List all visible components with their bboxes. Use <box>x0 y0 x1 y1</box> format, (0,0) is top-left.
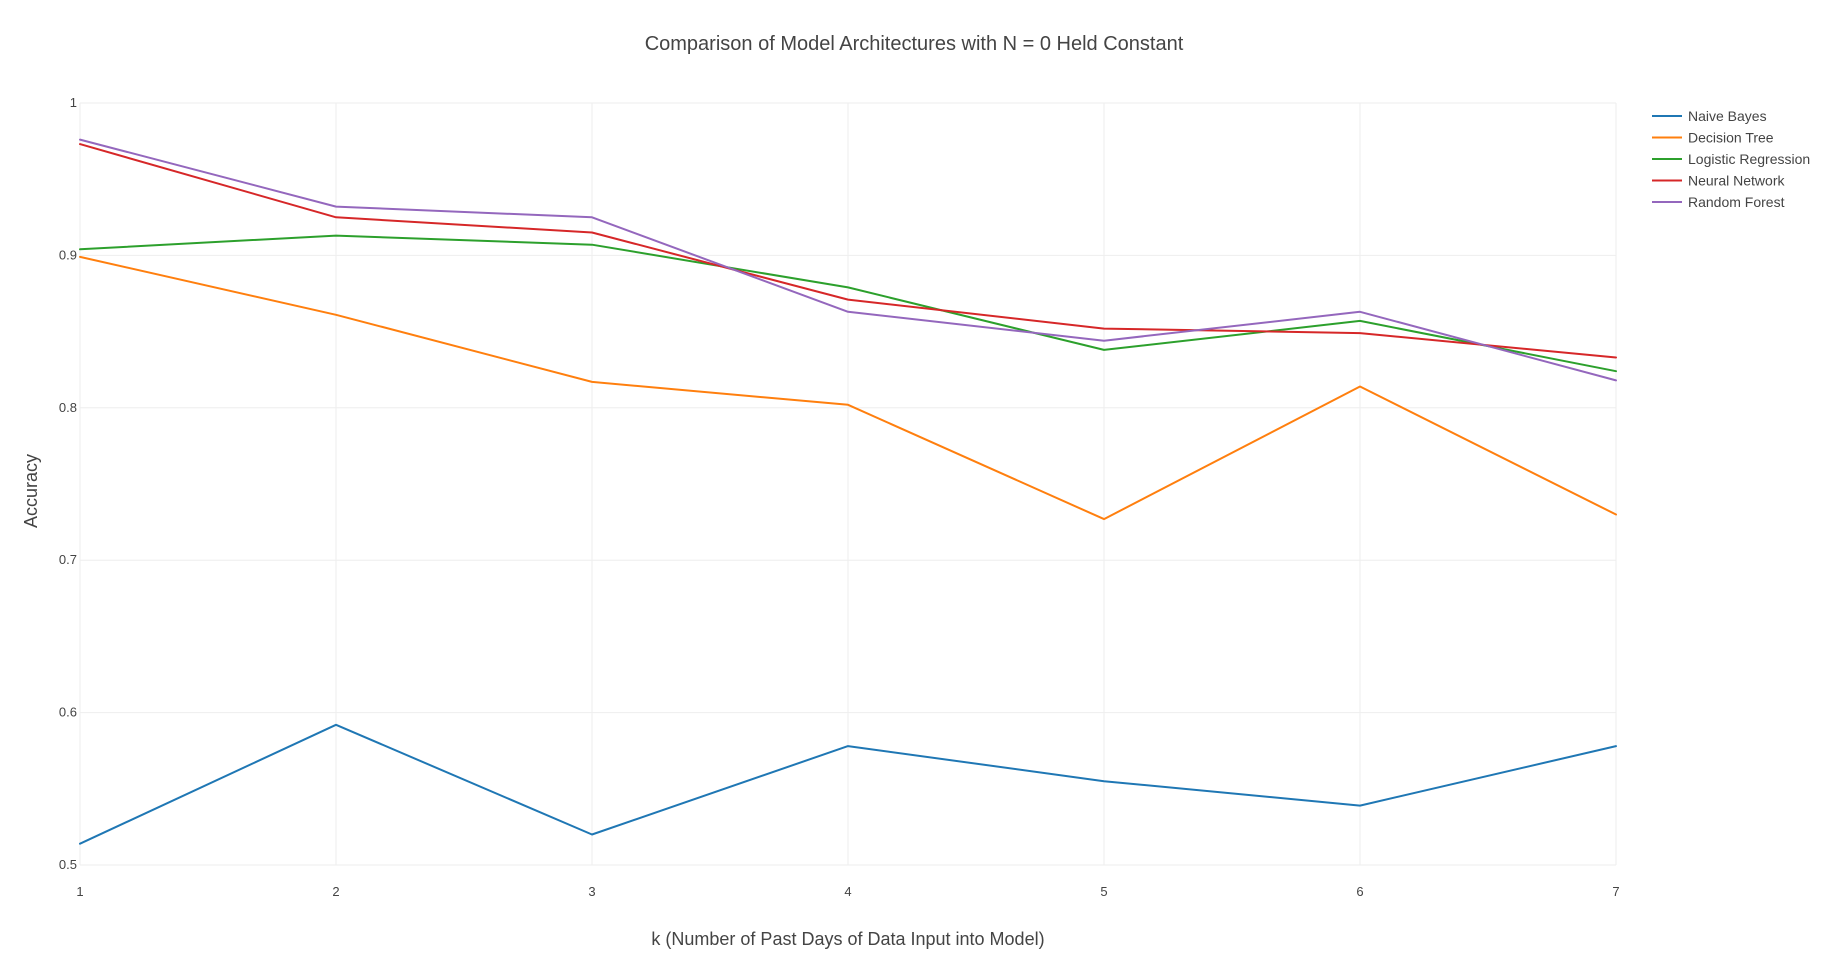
x-tick-label: 7 <box>1612 884 1619 899</box>
y-tick-label: 1 <box>70 95 77 110</box>
y-tick-label: 0.8 <box>59 400 77 415</box>
chart-title: Comparison of Model Architectures with N… <box>645 33 1184 55</box>
series-line-random-forest <box>79 138 1617 382</box>
x-tick-label: 6 <box>1356 884 1363 899</box>
legend-label-logistic-regression: Logistic Regression <box>1688 151 1810 167</box>
legend-label-random-forest: Random Forest <box>1688 194 1785 210</box>
series-line-decision-tree <box>79 255 1617 521</box>
y-tick-label: 0.6 <box>59 705 77 720</box>
y-tick-label: 0.9 <box>59 247 77 262</box>
y-axis-ticks: 0.5 0.6 0.7 0.8 0.9 1 <box>59 95 77 872</box>
series-line-logistic-regression <box>79 234 1617 373</box>
y-axis-title: Accuracy <box>21 454 41 528</box>
legend-label-neural-network: Neural Network <box>1688 173 1785 189</box>
grid <box>79 102 1617 866</box>
series-line-neural-network <box>79 143 1617 359</box>
x-tick-label: 5 <box>1100 884 1107 899</box>
x-tick-label: 3 <box>588 884 595 899</box>
x-axis-ticks: 1 2 3 4 5 6 7 <box>76 884 1619 899</box>
series-line-naive-bayes <box>79 723 1617 845</box>
y-tick-label: 0.7 <box>59 552 77 567</box>
x-tick-label: 1 <box>76 884 83 899</box>
legend: Naive Bayes Decision Tree Logistic Regress… <box>1652 108 1810 210</box>
y-tick-label: 0.5 <box>59 857 77 872</box>
legend-label-decision-tree: Decision Tree <box>1688 130 1774 146</box>
series-lines <box>79 138 1617 845</box>
x-tick-label: 4 <box>844 884 851 899</box>
legend-label-naive-bayes: Naive Bayes <box>1688 108 1767 124</box>
x-axis-title: k (Number of Past Days of Data Input int… <box>651 929 1044 949</box>
x-tick-label: 2 <box>332 884 339 899</box>
